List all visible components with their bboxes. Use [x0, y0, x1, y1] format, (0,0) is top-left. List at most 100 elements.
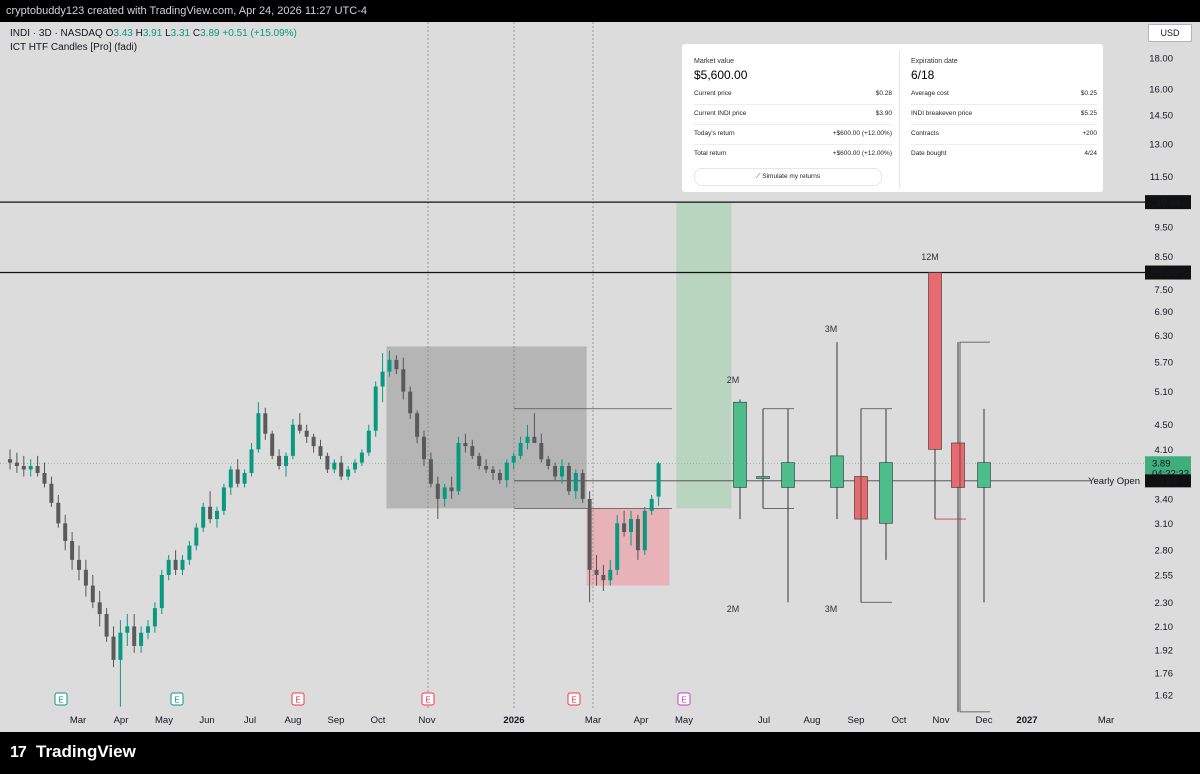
- candle-body: [166, 559, 171, 575]
- candle-body: [263, 413, 268, 434]
- price-tick-label: 2.10: [1155, 622, 1174, 633]
- candle-body: [435, 483, 440, 499]
- candle-body: [394, 359, 399, 370]
- htf-candle-body: [830, 455, 844, 488]
- candle-body: [215, 510, 219, 520]
- legend-symbol: INDI · 3D · NASDAQ: [10, 28, 103, 39]
- info-row-value: $0.25: [1080, 90, 1097, 97]
- candle-body: [290, 424, 295, 456]
- earnings-marker-letter: E: [571, 696, 576, 705]
- candle-body: [242, 472, 247, 484]
- price-tick-label: 6.90: [1155, 307, 1174, 318]
- price-tick-label: 9.50: [1155, 223, 1174, 234]
- candle-body: [580, 472, 585, 499]
- candle-body: [353, 462, 357, 470]
- chart-frame[interactable]: Yearly Open 2M 2M 3M 3M 12M E E E E E E Mar Apr May…: [0, 22, 1200, 732]
- candle-body: [332, 462, 337, 470]
- time-tick-label: Nov: [419, 715, 436, 726]
- candle-body: [235, 469, 240, 484]
- candle-body: [35, 466, 40, 473]
- candle-body: [601, 574, 606, 581]
- candle-body: [180, 559, 185, 570]
- legend-l-label: L: [165, 28, 171, 39]
- position-right-column: Expiration date 6/18 Average cost $0.25 …: [911, 44, 1097, 192]
- panel-divider: [899, 50, 900, 188]
- tradingview-brand[interactable]: TradingView: [36, 742, 136, 761]
- htf-candle-body: [733, 401, 747, 488]
- candle-body: [642, 510, 647, 551]
- time-tick-label: May: [155, 715, 173, 726]
- candle-body: [49, 483, 54, 503]
- candle-body: [325, 455, 330, 470]
- candle-body: [63, 523, 68, 541]
- last-price-label: 3.89: [1152, 458, 1171, 469]
- currency-button[interactable]: USD: [1148, 24, 1192, 42]
- expiration-label: Expiration date: [911, 58, 958, 65]
- level-price-label-box: [1145, 265, 1191, 280]
- candle-body: [649, 498, 654, 511]
- price-tick-label: 4.50: [1155, 420, 1174, 431]
- legend-low: 3.31: [170, 28, 191, 39]
- last-price-countdown: 04:32:33: [1152, 468, 1189, 479]
- price-tick-label: 3.10: [1155, 519, 1174, 530]
- candle-body: [449, 487, 454, 492]
- time-tick-label: May: [675, 715, 693, 726]
- info-row-key: Date bought: [911, 150, 947, 157]
- discount-box: [586, 508, 670, 586]
- candle-body: [304, 430, 309, 437]
- info-row-value: $0.28: [875, 90, 892, 97]
- candles-layer: [8, 350, 661, 707]
- htf-candle-body: [756, 476, 770, 479]
- candle-body: [366, 430, 371, 453]
- candle-body: [228, 469, 233, 488]
- time-axis: Mar Apr May Jun Jul Aug Sep Oct Nov 2026 Mar Apr May…: [70, 715, 1114, 726]
- price-tick-label: 18.00: [1149, 54, 1173, 65]
- header-title: cryptobuddy123 created with TradingView.…: [6, 5, 367, 17]
- candle-body: [560, 466, 564, 477]
- price-tick-label: 7.50: [1155, 285, 1174, 296]
- candle-body: [477, 455, 482, 467]
- candle-body: [118, 632, 123, 660]
- level-price-label: 8.00: [1159, 268, 1178, 279]
- candle-body: [318, 446, 323, 456]
- header-bar: cryptobuddy123 created with TradingView.…: [0, 0, 1200, 22]
- candle-body: [504, 462, 509, 481]
- price-chart[interactable]: Yearly Open 2M 2M 3M 3M 12M E E E E E E Mar Apr May…: [0, 22, 1200, 732]
- legend-c-label: C: [192, 28, 201, 39]
- price-tick-label: 1.76: [1155, 669, 1174, 680]
- price-tick-label: 1.92: [1155, 646, 1174, 657]
- htf-label-3m-bottom: 3M: [825, 604, 838, 614]
- candle-body: [346, 469, 351, 477]
- candle-body: [146, 626, 150, 633]
- candle-body: [173, 559, 178, 570]
- candle-body: [201, 506, 206, 528]
- legend-indicator[interactable]: ICT HTF Candles [Pro] (fadi): [10, 42, 138, 53]
- earnings-marker: [567, 692, 581, 706]
- time-tick-label: Mar: [70, 715, 86, 726]
- time-tick-label: Apr: [114, 715, 129, 726]
- earnings-marker: [170, 692, 184, 706]
- market-value-label: Market value: [694, 58, 735, 65]
- info-row: Current price $0.28: [694, 84, 892, 105]
- info-row-key: INDI breakeven price: [911, 110, 973, 117]
- simulate-returns-button[interactable]: ⟋ Simulate my returns: [694, 168, 882, 186]
- info-row: INDI breakeven price $5.25: [911, 104, 1097, 125]
- price-tick-label: 1.62: [1155, 691, 1174, 702]
- candle-body: [249, 449, 254, 473]
- candle-body: [83, 569, 88, 586]
- htf-range-bracket: [959, 341, 990, 713]
- candle-body: [656, 463, 661, 497]
- candle-body: [553, 466, 558, 477]
- time-tick-label: 2027: [1016, 715, 1037, 726]
- time-tick-label: Mar: [1098, 715, 1114, 726]
- info-row: Total return +$600.00 (+12.00%): [694, 144, 892, 164]
- simulate-returns-label: Simulate my returns: [762, 173, 821, 180]
- candle-body: [270, 433, 275, 456]
- htf-candle-body: [928, 272, 942, 450]
- candle-body: [21, 466, 26, 470]
- htf-label-2m-bottom: 2M: [727, 604, 740, 614]
- candle-body: [518, 442, 523, 456]
- candle-body: [415, 413, 420, 437]
- chart-legend: INDI · 3D · NASDAQ O3.43 H3.91 L3.31 C3.…: [10, 27, 297, 55]
